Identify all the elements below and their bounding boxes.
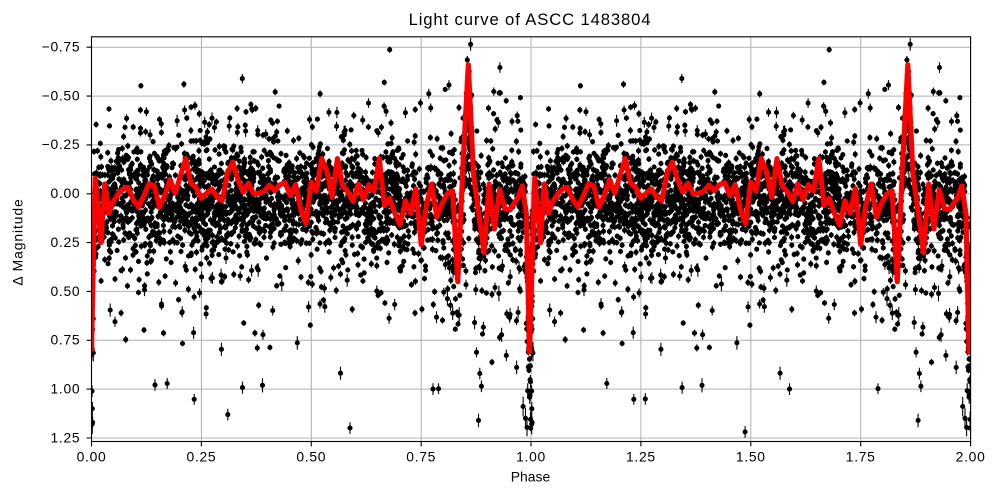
svg-text:Δ Magnitude: Δ Magnitude bbox=[10, 198, 26, 285]
svg-text:1.25: 1.25 bbox=[50, 429, 80, 445]
svg-text:2.00: 2.00 bbox=[956, 449, 986, 465]
svg-text:0.00: 0.00 bbox=[50, 185, 80, 201]
svg-text:Phase: Phase bbox=[511, 469, 551, 485]
svg-text:0.75: 0.75 bbox=[50, 332, 80, 348]
svg-text:Light curve of ASCC 1483804: Light curve of ASCC 1483804 bbox=[409, 10, 652, 29]
svg-text:1.00: 1.00 bbox=[50, 381, 80, 397]
svg-text:0.00: 0.00 bbox=[77, 449, 107, 465]
svg-text:0.25: 0.25 bbox=[50, 234, 80, 250]
svg-text:0.75: 0.75 bbox=[406, 449, 436, 465]
svg-text:1.00: 1.00 bbox=[516, 449, 546, 465]
svg-text:1.75: 1.75 bbox=[846, 449, 876, 465]
svg-text:−0.50: −0.50 bbox=[42, 87, 81, 103]
svg-text:0.50: 0.50 bbox=[296, 449, 326, 465]
svg-text:−0.25: −0.25 bbox=[42, 136, 81, 152]
svg-text:1.50: 1.50 bbox=[736, 449, 766, 465]
svg-text:0.50: 0.50 bbox=[50, 283, 80, 299]
svg-text:0.25: 0.25 bbox=[186, 449, 216, 465]
svg-text:−0.75: −0.75 bbox=[42, 39, 81, 55]
svg-text:1.25: 1.25 bbox=[626, 449, 656, 465]
